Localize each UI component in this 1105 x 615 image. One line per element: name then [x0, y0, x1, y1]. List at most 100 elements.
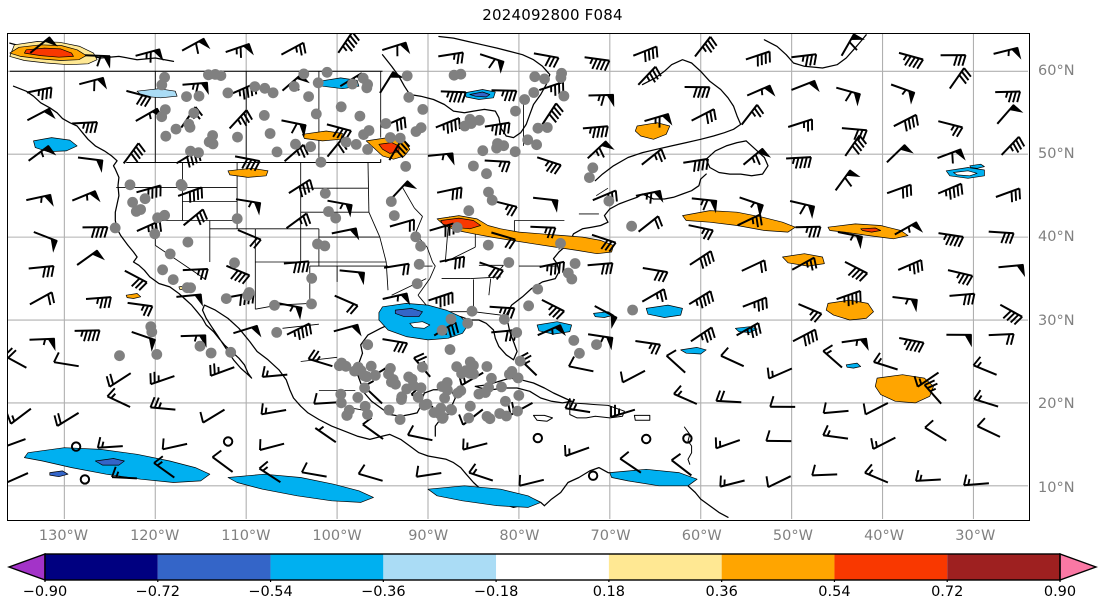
- wind-barb[interactable]: [235, 198, 262, 216]
- wind-barb[interactable]: [691, 197, 718, 214]
- wind-barb[interactable]: [111, 466, 137, 480]
- wind-barb[interactable]: [71, 190, 101, 203]
- wind-barb[interactable]: [383, 262, 410, 276]
- wind-barb[interactable]: [327, 199, 353, 218]
- wind-barb[interactable]: [77, 156, 104, 173]
- wind-barb[interactable]: [237, 229, 262, 249]
- wind-barb[interactable]: [873, 352, 898, 371]
- wind-barb[interactable]: [899, 337, 925, 353]
- wind-barb[interactable]: [714, 437, 741, 450]
- wind-barb[interactable]: [996, 104, 1024, 125]
- wind-barb[interactable]: [127, 301, 154, 317]
- wind-barb[interactable]: [407, 424, 433, 442]
- wind-barb[interactable]: [153, 455, 175, 479]
- wind-barb[interactable]: [890, 83, 916, 105]
- wind-barb[interactable]: [937, 182, 964, 200]
- wind-barb[interactable]: [973, 389, 999, 408]
- wind-barb[interactable]: [837, 231, 863, 250]
- wind-barb[interactable]: [122, 142, 146, 164]
- wind-barb[interactable]: [591, 233, 617, 253]
- wind-barb[interactable]: [564, 397, 591, 414]
- wind-barb[interactable]: [389, 218, 415, 232]
- wind-barb[interactable]: [283, 144, 309, 162]
- wind-barb[interactable]: [841, 127, 868, 141]
- wind-barb[interactable]: [258, 460, 281, 484]
- wind-barb[interactable]: [314, 425, 337, 444]
- wind-barb[interactable]: [28, 265, 55, 278]
- wind-barb[interactable]: [999, 303, 1023, 326]
- wind-barb[interactable]: [786, 156, 812, 169]
- wind-barb[interactable]: [822, 424, 849, 440]
- wind-barb[interactable]: [209, 363, 235, 377]
- calm-wind-circle[interactable]: [70, 441, 82, 452]
- wind-barb[interactable]: [587, 333, 614, 351]
- wind-barb[interactable]: [948, 67, 972, 90]
- wind-barb[interactable]: [976, 417, 1001, 438]
- wind-barb[interactable]: [691, 108, 717, 125]
- wind-barb[interactable]: [53, 412, 80, 427]
- wind-barb[interactable]: [787, 118, 814, 132]
- wind-barb[interactable]: [468, 463, 494, 482]
- wind-barb[interactable]: [840, 34, 866, 57]
- wind-barb[interactable]: [26, 107, 56, 122]
- wind-barb[interactable]: [82, 226, 109, 239]
- wind-barb[interactable]: [892, 296, 918, 313]
- wind-barb[interactable]: [642, 267, 669, 283]
- wind-barb[interactable]: [870, 436, 896, 450]
- wind-barb[interactable]: [177, 186, 204, 203]
- wind-barb[interactable]: [283, 260, 310, 274]
- wind-barb[interactable]: [124, 269, 148, 291]
- wind-barb[interactable]: [972, 356, 997, 376]
- wind-barb[interactable]: [635, 340, 662, 355]
- calm-wind-circle[interactable]: [587, 470, 599, 481]
- wind-barb[interactable]: [746, 84, 776, 97]
- wind-barb[interactable]: [84, 54, 111, 69]
- colorbar[interactable]: [7, 552, 1098, 582]
- wind-barb[interactable]: [440, 90, 467, 103]
- wind-barb[interactable]: [339, 269, 366, 286]
- wind-barb[interactable]: [181, 37, 211, 54]
- wind-barb[interactable]: [415, 465, 442, 478]
- wind-barb[interactable]: [261, 366, 288, 378]
- wind-barb[interactable]: [740, 104, 765, 126]
- wind-barb[interactable]: [74, 329, 101, 342]
- wind-barb[interactable]: [587, 262, 614, 275]
- wind-barb[interactable]: [791, 79, 820, 93]
- wind-barb[interactable]: [286, 322, 313, 341]
- wind-barb[interactable]: [893, 113, 919, 132]
- calm-wind-circle[interactable]: [222, 436, 234, 447]
- wind-barb[interactable]: [226, 264, 251, 285]
- wind-barb[interactable]: [619, 451, 642, 474]
- wind-barb[interactable]: [914, 469, 941, 482]
- wind-barb[interactable]: [937, 148, 966, 164]
- wind-barb[interactable]: [841, 337, 869, 351]
- calm-wind-circle[interactable]: [79, 474, 91, 485]
- wind-barb[interactable]: [737, 213, 763, 228]
- wind-barb[interactable]: [564, 444, 590, 457]
- wind-barb[interactable]: [484, 121, 511, 136]
- calm-wind-circle[interactable]: [532, 432, 543, 444]
- wind-barb[interactable]: [288, 178, 314, 198]
- wind-barb[interactable]: [479, 261, 504, 280]
- wind-barb[interactable]: [79, 76, 108, 92]
- wind-barb[interactable]: [301, 462, 327, 478]
- wind-barb[interactable]: [745, 50, 771, 67]
- wind-barb[interactable]: [533, 52, 560, 68]
- wind-barb[interactable]: [689, 250, 715, 269]
- wind-barb[interactable]: [665, 349, 686, 374]
- wind-barb[interactable]: [479, 53, 505, 74]
- wind-barb[interactable]: [333, 323, 362, 337]
- wind-barb[interactable]: [429, 222, 455, 237]
- wind-barb[interactable]: [307, 349, 333, 368]
- wind-barb[interactable]: [29, 291, 56, 306]
- wind-barb[interactable]: [536, 156, 562, 175]
- wind-barb[interactable]: [594, 305, 618, 329]
- wind-barb[interactable]: [491, 89, 518, 102]
- wind-barb[interactable]: [234, 155, 261, 172]
- wind-barb[interactable]: [491, 231, 517, 250]
- wind-barb[interactable]: [584, 56, 611, 71]
- wind-barb[interactable]: [8, 438, 26, 448]
- wind-barb[interactable]: [765, 430, 792, 443]
- wind-barb[interactable]: [382, 292, 411, 306]
- wind-barb[interactable]: [568, 356, 594, 373]
